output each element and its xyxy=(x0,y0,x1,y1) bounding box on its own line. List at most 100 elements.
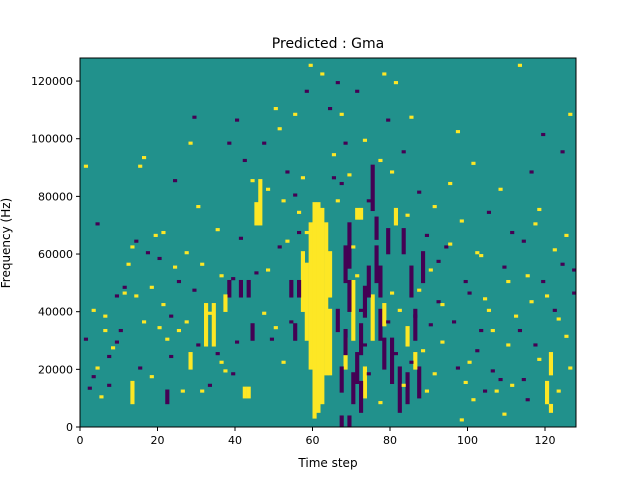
heatmap-cell xyxy=(366,199,371,203)
heatmap-cell xyxy=(242,386,247,399)
heatmap-cell xyxy=(83,337,89,341)
heatmap-cell xyxy=(130,245,135,249)
heatmap-cell xyxy=(479,328,484,333)
heatmap-cell xyxy=(483,297,488,301)
chart-title: Predicted : Gma xyxy=(272,36,384,52)
heatmap-cell xyxy=(506,279,511,284)
heatmap-cell xyxy=(498,377,503,382)
heatmap-cell xyxy=(529,300,534,304)
heatmap-cell xyxy=(436,259,441,263)
heatmap-cell xyxy=(401,228,406,255)
heatmap-cell xyxy=(355,89,360,93)
heatmap-cell xyxy=(401,383,406,387)
heatmap-cell xyxy=(138,366,143,370)
heatmap-cell xyxy=(397,308,402,312)
heatmap-cell xyxy=(343,141,348,145)
heatmap-cell xyxy=(366,265,371,298)
heatmap-cell xyxy=(126,262,131,266)
heatmap-cell xyxy=(165,337,170,341)
x-tick-label: 20 xyxy=(151,434,165,447)
heatmap-cell xyxy=(378,265,383,298)
x-tick-label: 60 xyxy=(306,434,320,447)
heatmap-cell xyxy=(541,132,546,137)
heatmap-cell xyxy=(297,210,302,214)
heatmap-cell xyxy=(362,285,368,318)
heatmap-cell xyxy=(211,303,216,347)
heatmap-cell xyxy=(238,236,244,240)
heatmap-cell xyxy=(331,176,337,180)
heatmap-cell xyxy=(362,138,368,142)
heatmap-cell xyxy=(107,354,112,359)
heatmap-cell xyxy=(184,320,189,324)
heatmap-cell xyxy=(200,262,205,266)
heatmap-cell xyxy=(390,337,395,385)
heatmap-cell xyxy=(308,222,313,370)
heatmap-cell xyxy=(452,320,457,324)
heatmap-cell xyxy=(219,274,224,278)
heatmap-cell xyxy=(432,372,437,376)
heatmap-cell xyxy=(370,164,375,212)
heatmap-cell xyxy=(521,239,526,243)
heatmap-cell xyxy=(405,326,410,347)
heatmap-cell xyxy=(235,118,240,122)
heatmap-cell xyxy=(436,300,441,304)
heatmap-cell xyxy=(145,251,151,255)
heatmap-cell xyxy=(130,380,135,405)
heatmap-cell xyxy=(149,285,154,289)
heatmap-cell xyxy=(529,170,534,174)
heatmap-cell xyxy=(254,202,259,226)
heatmap-cell xyxy=(173,179,178,183)
heatmap-cell xyxy=(475,251,480,255)
heatmap-cell xyxy=(312,202,317,419)
y-tick-label: 100000 xyxy=(31,133,73,146)
y-tick-label: 80000 xyxy=(38,190,73,203)
heatmap-cell xyxy=(359,308,364,312)
heatmap-cell xyxy=(424,389,430,393)
heatmap-cell xyxy=(215,352,220,356)
heatmap-cell xyxy=(289,320,294,324)
heatmap-cell xyxy=(390,291,395,295)
heatmap-cell xyxy=(138,164,143,168)
heatmap-cell xyxy=(169,314,174,318)
heatmap-cell xyxy=(200,389,205,393)
heatmap-cell xyxy=(417,366,422,399)
heatmap-cell xyxy=(289,279,294,298)
heatmap-cell xyxy=(165,389,170,405)
heatmap-cell xyxy=(339,366,344,393)
heatmap-cell xyxy=(180,389,185,393)
heatmap-cell xyxy=(91,375,96,379)
heatmap-cell xyxy=(428,323,433,327)
heatmap-cell xyxy=(490,328,495,333)
heatmap-cell xyxy=(378,158,383,163)
heatmap-cell xyxy=(370,294,375,341)
heatmap-cell xyxy=(223,369,228,373)
heatmap-cell xyxy=(521,377,526,382)
heatmap-cell xyxy=(258,179,263,226)
heatmap-cell xyxy=(475,349,480,353)
y-axis-label: Frequency (Hz) xyxy=(0,198,13,289)
heatmap-cell xyxy=(347,415,352,428)
heatmap-cell xyxy=(331,153,337,157)
heatmap-cell xyxy=(514,314,519,318)
heatmap-cell xyxy=(153,233,158,237)
heatmap-cell xyxy=(339,112,344,116)
heatmap-cell xyxy=(517,328,523,333)
heatmap-cell xyxy=(397,366,402,413)
heatmap-cell xyxy=(572,291,577,295)
heatmap-cell xyxy=(525,274,530,278)
heatmap-cell xyxy=(355,207,360,220)
heatmap-cell xyxy=(351,245,356,249)
heatmap-cell xyxy=(223,294,228,312)
heatmap-cell xyxy=(545,294,550,298)
heatmap-cell xyxy=(486,308,492,312)
heatmap-cell xyxy=(142,156,147,160)
heatmap-cell xyxy=(176,279,182,284)
heatmap-cell xyxy=(405,372,410,405)
heatmap-cell xyxy=(355,274,360,278)
heatmap-cell xyxy=(184,251,189,255)
heatmap-cell xyxy=(343,245,348,284)
heatmap-cell xyxy=(486,210,492,214)
heatmap-cell xyxy=(161,303,166,307)
heatmap-cell xyxy=(393,207,399,226)
heatmap-cell xyxy=(207,311,213,315)
